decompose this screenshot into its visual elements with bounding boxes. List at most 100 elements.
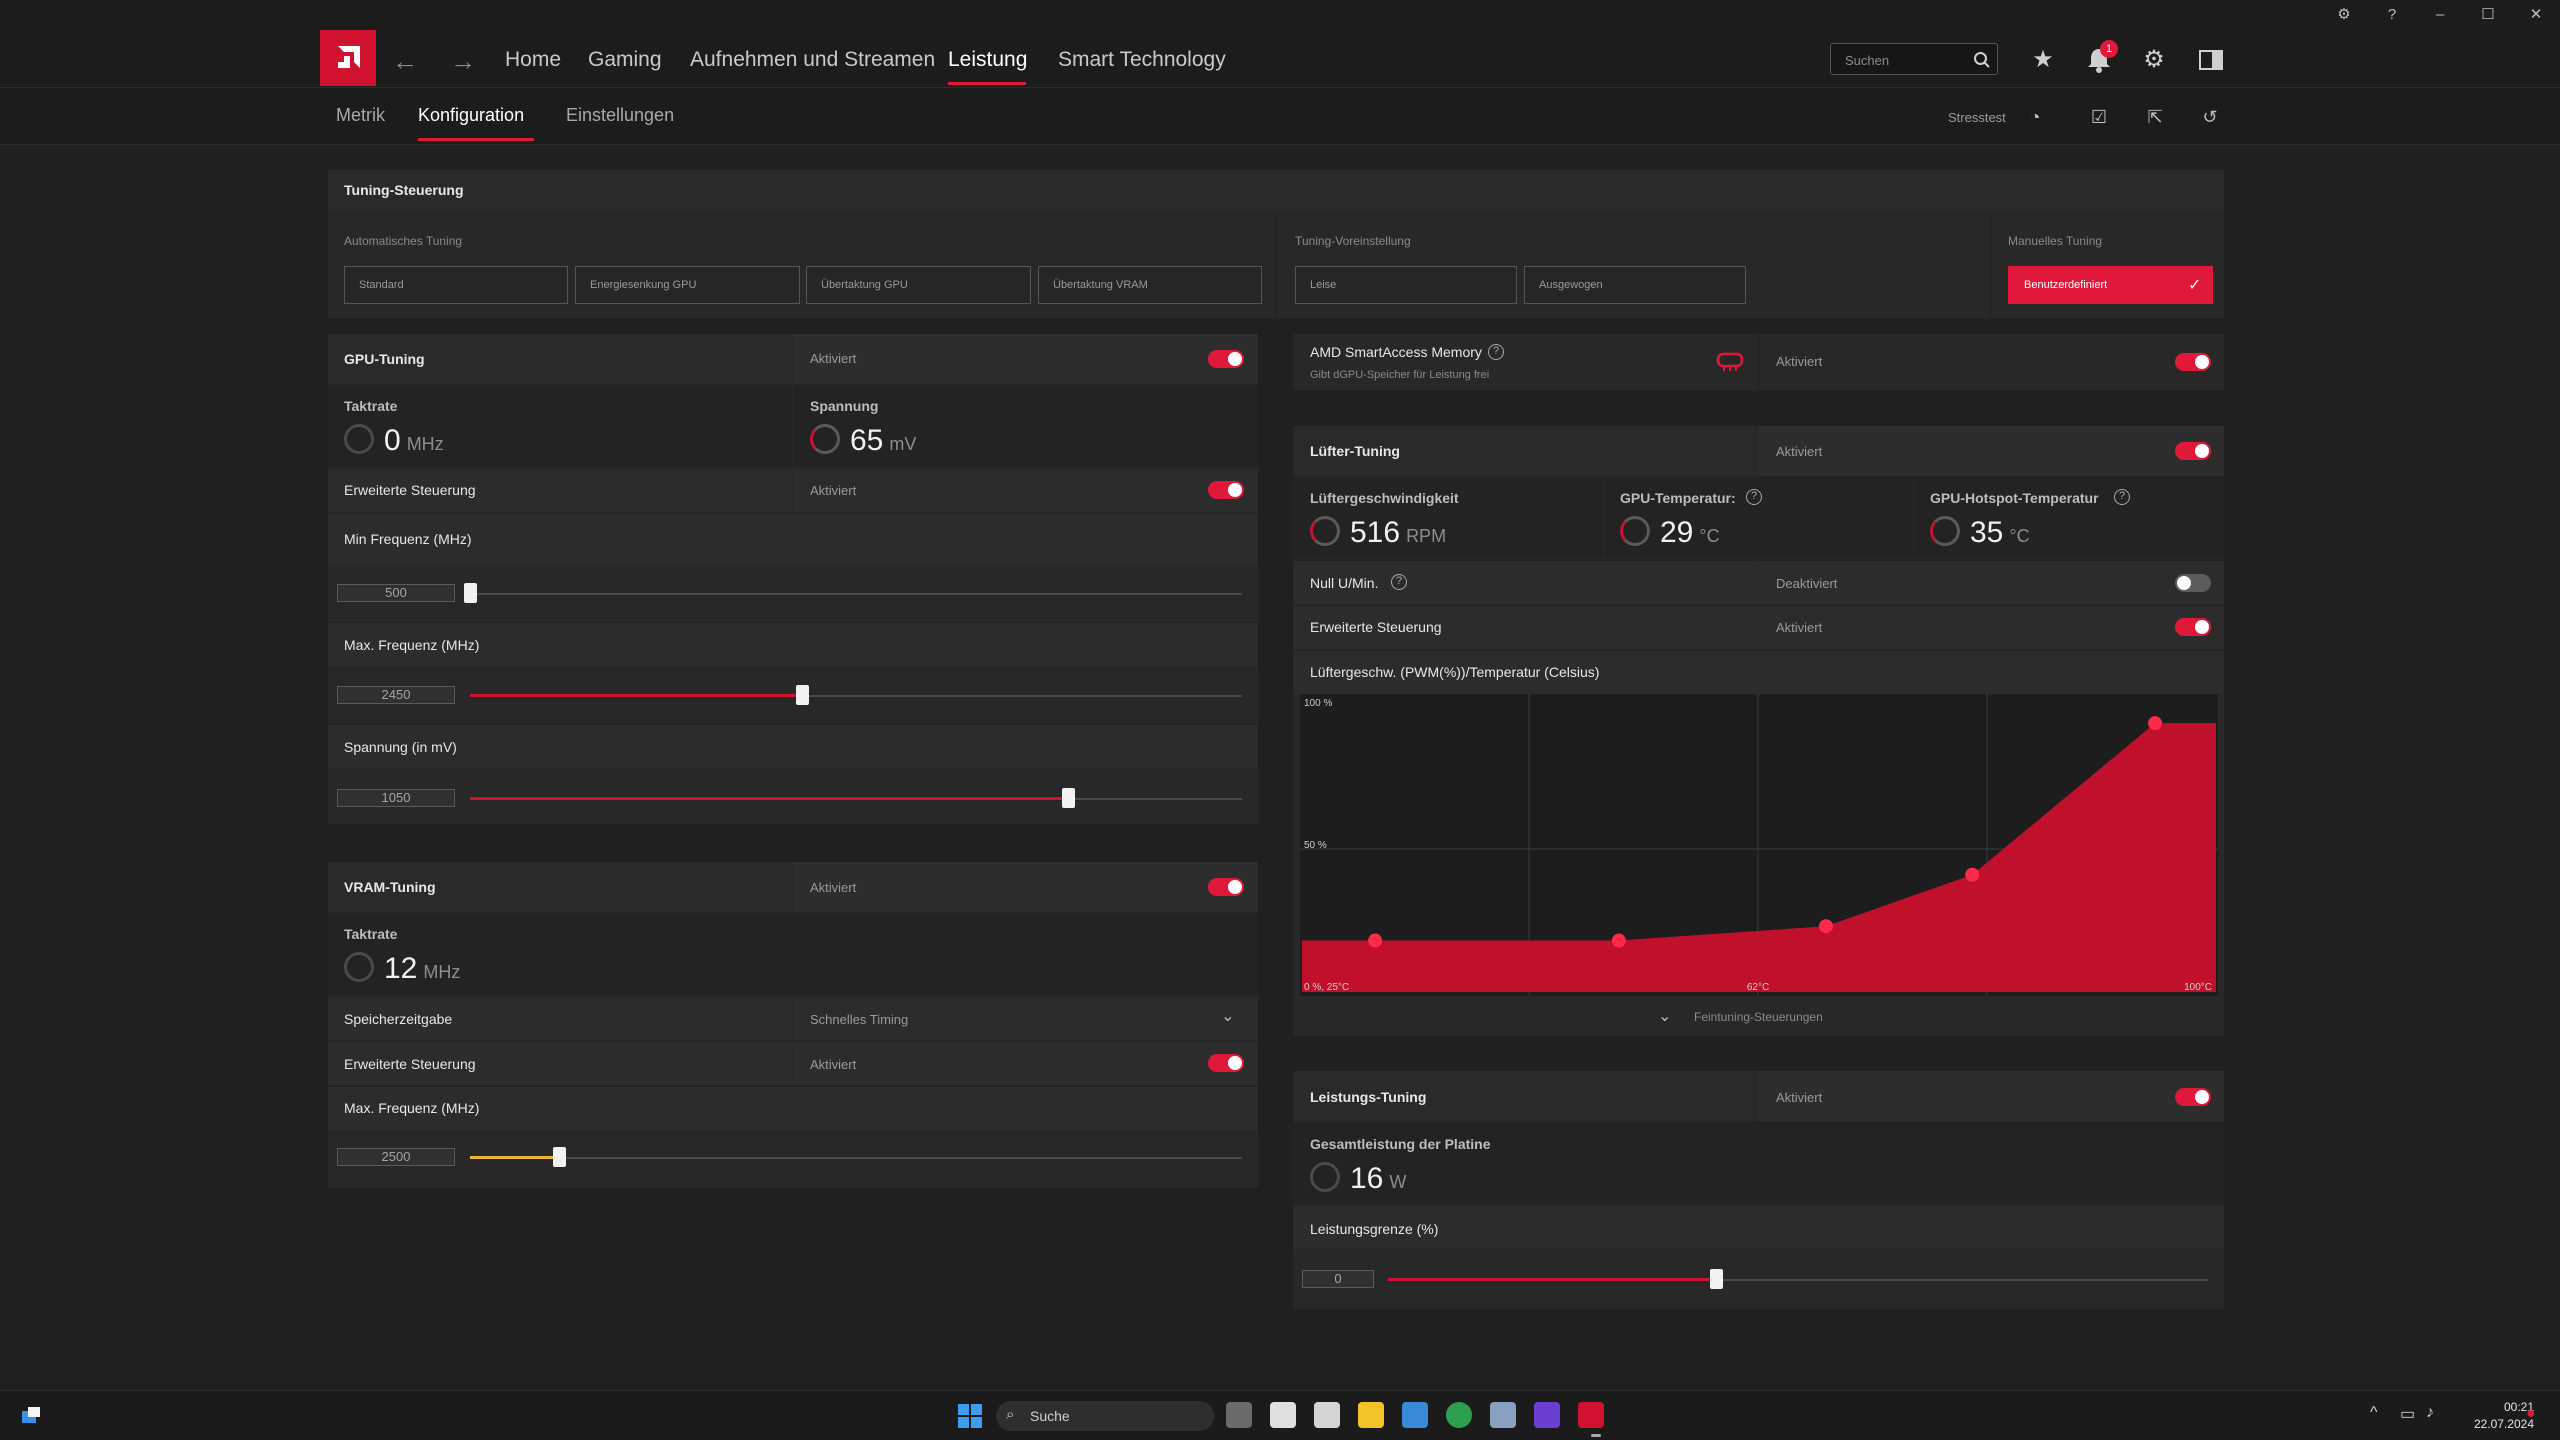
snipping-tool-icon[interactable] [1314, 1402, 1340, 1428]
amd-software-icon[interactable] [1578, 1402, 1604, 1428]
network-icon[interactable]: ▭ [2400, 1406, 2416, 1423]
file-explorer-icon[interactable] [1358, 1402, 1384, 1428]
mem-timing-select[interactable] [793, 996, 1258, 1040]
voltage-slider-thumb[interactable] [1062, 788, 1076, 808]
widgets-icon[interactable] [20, 1405, 42, 1427]
nav-smart-technology[interactable]: Smart Technology [1058, 48, 1226, 71]
volume-icon[interactable]: ♪ [2426, 1404, 2434, 1421]
help-icon[interactable]: ? [1488, 344, 1504, 360]
preset-standard-button[interactable]: Standard [344, 266, 568, 304]
fan-curve-point[interactable] [1611, 933, 1626, 948]
help-icon[interactable]: ? [2387, 6, 2397, 23]
gear-icon[interactable]: ⚙ [2143, 46, 2165, 73]
fine-tuning-link[interactable]: Feintuning-Steuerungen [1694, 1010, 1823, 1024]
preset-energiesenkung-button[interactable]: Energiesenkung GPU [575, 266, 800, 304]
minimize-button[interactable]: – [2435, 6, 2445, 23]
zero-rpm-toggle[interactable] [2175, 574, 2211, 592]
nav-home[interactable]: Home [505, 48, 562, 71]
help-icon[interactable]: ? [1746, 489, 1762, 505]
chevron-down-icon[interactable]: ⌄ [1221, 1008, 1235, 1025]
min-freq-track[interactable] [470, 593, 1242, 595]
divider [1758, 334, 1759, 390]
vram-max-freq-input[interactable]: 2500 [337, 1148, 455, 1166]
star-icon[interactable]: ★ [2032, 46, 2054, 73]
task-view-icon[interactable] [1226, 1402, 1252, 1428]
forward-arrow-icon[interactable]: → [450, 46, 476, 76]
board-power-value: 16 W [1350, 1162, 1407, 1195]
voltage-fill [470, 797, 1069, 800]
hotspot-temp-label: GPU-Hotspot-Temperatur [1930, 490, 2099, 506]
preset-benutzerdefiniert-button[interactable]: Benutzerdefiniert ✓ [2008, 266, 2213, 304]
gpu-adv-row [328, 468, 792, 512]
notification-bell-icon[interactable]: ● [2526, 1405, 2536, 1422]
min-freq-slider-thumb[interactable] [464, 583, 477, 603]
fan-adv-toggle[interactable] [2175, 618, 2211, 636]
reset-icon[interactable]: ↺ [2202, 107, 2218, 127]
taskbar-search[interactable]: ⌕ Suche [996, 1401, 1214, 1431]
max-freq-input[interactable]: 2450 [337, 686, 455, 704]
power-limit-track[interactable] [1388, 1279, 2208, 1281]
clock-date[interactable]: 22.07.2024 [2473, 1417, 2534, 1431]
close-button[interactable]: ✕ [2529, 6, 2543, 23]
power-tuning-toggle[interactable] [2175, 1088, 2211, 1106]
gpu-clock-cell [328, 385, 792, 467]
fan-curve-svg[interactable]: 100 % 50 % 0 %, 25°C 62°C 100°C [1300, 694, 2218, 996]
gpu-adv-toggle[interactable] [1208, 481, 1244, 499]
save-profile-icon[interactable]: ☑ [2090, 107, 2108, 127]
max-freq-slider-thumb[interactable] [795, 685, 809, 705]
fan-tuning-toggle[interactable] [2175, 442, 2211, 460]
help-icon[interactable]: ? [2114, 489, 2130, 505]
vram-tuning-status-cell [793, 862, 1258, 912]
search-placeholder: Suchen [1845, 53, 1890, 68]
nav-leistung[interactable]: Leistung [948, 48, 1028, 71]
tab-einstellungen[interactable]: Einstellungen [566, 105, 675, 125]
mail-icon[interactable] [1402, 1402, 1428, 1428]
help-icon[interactable]: ? [1391, 574, 1407, 590]
windows-start-icon[interactable] [956, 1402, 984, 1430]
min-freq-input[interactable]: 500 [337, 584, 455, 602]
preset-uebertaktung-vram-button[interactable]: Übertaktung VRAM [1038, 266, 1262, 304]
fan-curve-point[interactable] [1819, 919, 1834, 934]
sam-toggle[interactable] [2175, 353, 2211, 371]
gpu-tuning-toggle[interactable] [1208, 350, 1244, 368]
store-icon[interactable] [1270, 1402, 1296, 1428]
maximize-button[interactable]: ☐ [2481, 6, 2495, 23]
nav-gaming[interactable]: Gaming [588, 48, 662, 71]
app-icon[interactable] [1534, 1402, 1560, 1428]
export-icon[interactable]: ⇱ [2147, 107, 2163, 127]
sidebar-toggle-icon[interactable] [2195, 44, 2227, 76]
vram-adv-toggle[interactable] [1208, 1054, 1244, 1072]
fan-curve-point[interactable] [1965, 867, 1980, 882]
preset-ausgewogen-button[interactable]: Ausgewogen [1524, 266, 1746, 304]
preset-uebertaktung-gpu-button[interactable]: Übertaktung GPU [806, 266, 1031, 304]
vram-max-freq-slider-thumb[interactable] [552, 1147, 566, 1167]
fan-speed-value: 516 RPM [1350, 516, 1447, 549]
fan-curve-point[interactable] [2148, 716, 2163, 731]
search-input[interactable]: Suchen [1830, 43, 1998, 75]
gpu-voltage-value: 65 mV [850, 424, 917, 457]
fan-curve-chart[interactable]: 100 % 50 % 0 %, 25°C 62°C 100°C [1300, 694, 2218, 996]
chevron-down-icon[interactable]: ⌄ [1658, 1008, 1672, 1025]
chrome-icon[interactable] [1446, 1402, 1472, 1428]
fan-tuning-title: Lüfter-Tuning [1310, 443, 1400, 459]
power-limit-input[interactable]: 0 [1302, 1270, 1374, 1288]
power-limit-slider-thumb[interactable] [1710, 1269, 1723, 1289]
bug-report-icon[interactable]: ⚙ [2337, 6, 2351, 23]
tab-konfiguration[interactable]: Konfiguration [418, 105, 525, 125]
tab-metrik[interactable]: Metrik [336, 105, 385, 125]
vram-tuning-toggle[interactable] [1208, 878, 1244, 896]
stresstest-label[interactable]: Stresstest [1948, 110, 2006, 125]
chevron-up-icon[interactable]: ^ [2370, 1404, 2378, 1421]
fan-curve-point[interactable] [1368, 933, 1383, 948]
preset-leise-button[interactable]: Leise [1295, 266, 1517, 304]
back-arrow-icon[interactable]: ← [392, 46, 418, 76]
stresstest-gauge-icon[interactable]: ◔ [2029, 107, 2041, 127]
max-freq-track[interactable] [470, 695, 1242, 697]
voltage-input[interactable]: 1050 [337, 789, 455, 807]
amd-logo[interactable] [320, 30, 376, 86]
nav-aufnehmen-und-streamen[interactable]: Aufnehmen und Streamen [690, 48, 936, 71]
vram-max-freq-track[interactable] [470, 1157, 1242, 1159]
settings-app-icon[interactable] [1490, 1402, 1516, 1428]
power-tuning-header [1293, 1071, 1757, 1121]
clock-time[interactable]: 00:21 [2503, 1400, 2534, 1414]
